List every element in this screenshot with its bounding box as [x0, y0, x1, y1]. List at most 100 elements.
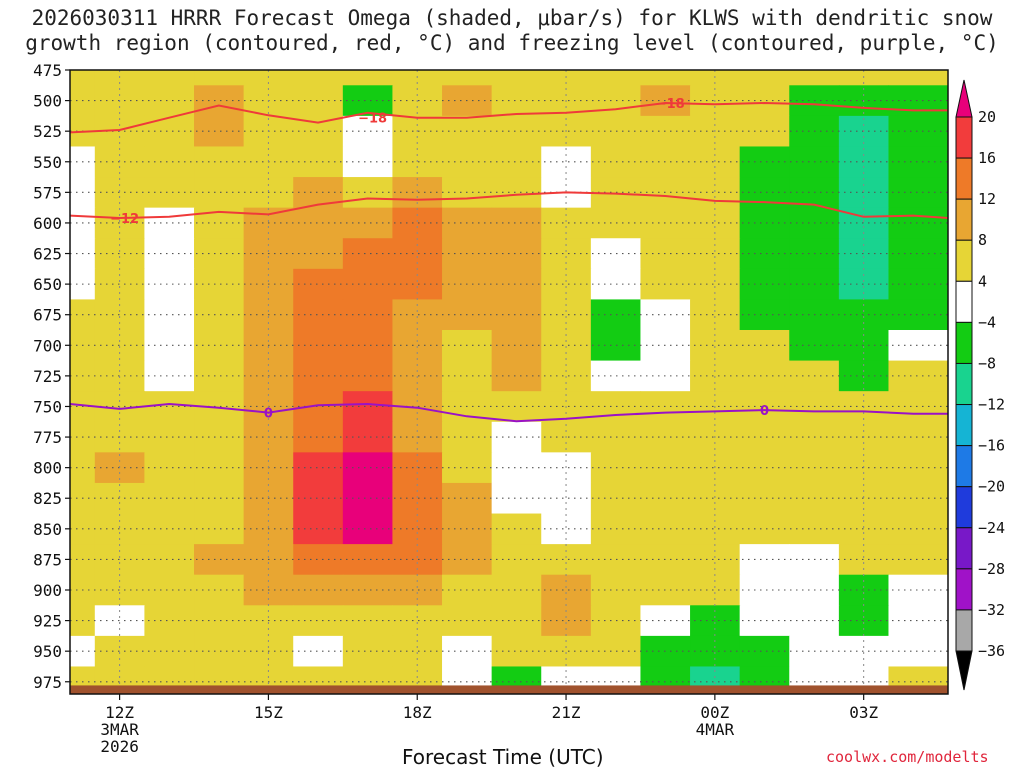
y-tick-label: 800 — [33, 459, 62, 478]
omega-cell — [392, 574, 443, 606]
omega-cell — [342, 177, 394, 209]
omega-cell — [491, 115, 542, 148]
omega-cell — [838, 544, 890, 576]
omega-cell — [541, 268, 592, 301]
colorbar-label: 12 — [978, 190, 996, 208]
omega-cell — [144, 605, 195, 637]
omega-cell — [194, 85, 245, 117]
y-tick-label: 975 — [33, 673, 62, 692]
credit-link[interactable]: coolwx.com/modelts — [826, 748, 989, 766]
y-tick-label: 825 — [33, 489, 62, 508]
omega-cell — [144, 299, 195, 331]
omega-cell — [194, 544, 245, 576]
omega-cell — [739, 330, 790, 362]
omega-cell — [144, 330, 195, 362]
contour-label: −12 — [110, 212, 139, 227]
omega-cell — [342, 146, 394, 178]
omega-cell — [491, 177, 542, 209]
omega-cell — [888, 268, 948, 301]
omega-cell — [194, 574, 245, 606]
omega-cell — [144, 452, 195, 484]
omega-cell — [888, 238, 948, 270]
omega-cell — [342, 70, 394, 86]
omega-cell — [739, 635, 790, 668]
omega-cell — [144, 177, 195, 209]
omega-cell — [491, 85, 542, 117]
y-tick-label: 575 — [33, 183, 62, 202]
omega-cell — [293, 482, 344, 515]
omega-cell — [789, 70, 840, 86]
omega-cell — [342, 268, 394, 301]
omega-cell — [888, 635, 948, 668]
omega-cell — [541, 513, 592, 545]
omega-cell — [342, 238, 394, 270]
omega-cell — [293, 268, 344, 301]
colorbar-swatch — [955, 157, 973, 200]
omega-cell — [888, 421, 948, 453]
omega-cell — [888, 482, 948, 515]
colorbar-swatch — [955, 321, 973, 364]
dgz-minus18-contour — [70, 101, 948, 134]
colorbar-swatch — [955, 568, 973, 611]
y-tick-label: 550 — [33, 153, 62, 172]
colorbar-label: −24 — [978, 519, 1005, 537]
contour-label: 0 — [264, 407, 273, 422]
omega-cell — [144, 85, 195, 117]
x-tick-date: 4MAR — [696, 720, 735, 739]
omega-cell — [293, 574, 344, 606]
omega-cell — [194, 146, 245, 178]
title-line-1: 2026030311 HRRR Forecast Omega (shaded, … — [31, 6, 993, 30]
omega-cell — [144, 115, 195, 148]
colorbar-label: −32 — [978, 601, 1005, 619]
omega-cell — [342, 299, 394, 331]
omega-cell — [144, 513, 195, 545]
omega-cell — [392, 513, 443, 545]
omega-cell — [491, 513, 542, 545]
colorbar-swatch — [955, 609, 973, 652]
omega-cell — [144, 544, 195, 576]
colorbar-label: −12 — [978, 396, 1005, 414]
omega-cell — [590, 70, 642, 86]
omega-cell — [293, 544, 344, 576]
colorbar-label: −4 — [978, 313, 996, 331]
y-tick-label: 675 — [33, 306, 62, 325]
omega-cell — [739, 544, 790, 576]
plot-frame — [69, 69, 949, 695]
omega-cell — [888, 574, 948, 606]
omega-cell — [342, 513, 394, 545]
omega-cell — [739, 299, 790, 331]
omega-cell — [838, 605, 890, 637]
omega-cell — [144, 70, 195, 86]
colorbar-swatch — [955, 486, 973, 529]
omega-cell — [293, 207, 344, 239]
omega-cell — [541, 238, 592, 270]
y-tick-label: 475 — [33, 61, 62, 80]
omega-cell — [739, 207, 790, 239]
y-tick-label: 775 — [33, 428, 62, 447]
colorbar-label: 16 — [978, 149, 996, 167]
omega-cell — [194, 452, 245, 484]
omega-cell — [293, 330, 344, 362]
title-line-2: growth region (contoured, red, °C) and f… — [25, 31, 999, 55]
omega-cell — [194, 115, 245, 148]
omega-cell — [838, 238, 890, 270]
y-tick-label: 850 — [33, 520, 62, 539]
omega-cell — [491, 605, 542, 637]
omega-cell — [888, 330, 948, 362]
omega-cell — [342, 421, 394, 453]
omega-cell — [888, 360, 948, 392]
omega-cell — [392, 605, 443, 637]
omega-cell — [838, 268, 890, 301]
omega-cell — [293, 70, 344, 86]
omega-cell — [491, 452, 542, 484]
omega-cell — [690, 238, 741, 270]
omega-cell — [739, 452, 790, 484]
y-tick-label: 700 — [33, 336, 62, 355]
omega-cell — [194, 513, 245, 545]
freezing-level-contour — [70, 402, 948, 423]
omega-cell — [293, 605, 344, 637]
colorbar-label: 8 — [978, 231, 987, 249]
omega-cell — [144, 207, 195, 239]
omega-cell — [293, 146, 344, 178]
